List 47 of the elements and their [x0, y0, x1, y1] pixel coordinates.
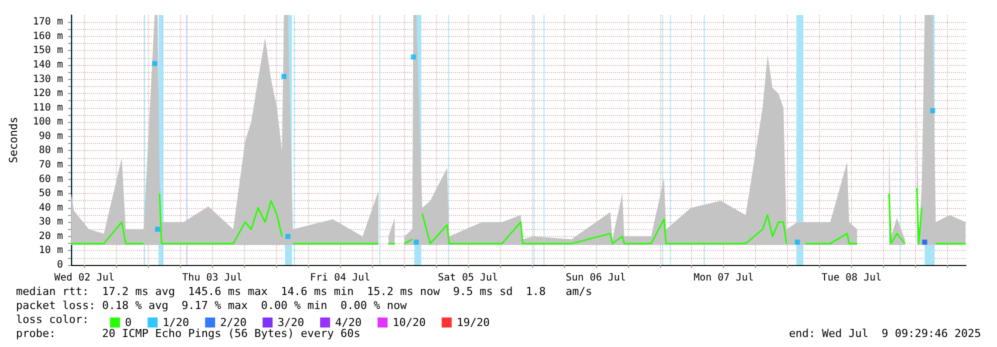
legend-label: 19/20: [456, 316, 490, 329]
x-tick-label: Sat 05 Jul: [438, 272, 498, 284]
point: [930, 108, 936, 114]
legend-label: 10/20: [392, 316, 426, 329]
point: [152, 61, 158, 66]
y-tick-label: 70 m: [38, 160, 63, 170]
x-tick-label: Tue 08 Jul: [821, 272, 882, 284]
y-tick-label: 150 m: [32, 45, 63, 56]
text: median rtt: 17.2 ms avg 145.6 ms max 14.6 ms min 15.2 ms now 9.5 ms sd 1.8 am/s: [16, 285, 592, 298]
y-tick-label: 110 m: [32, 102, 63, 114]
legend-label: 4/20: [335, 316, 362, 329]
text: end: Wed Jul 9 09:29:46 2025: [788, 327, 981, 340]
legend-title: loss color:: [16, 313, 89, 326]
text: packet loss: 0.18 % avg 9.17 % max 0.00 % min 0.00 % now: [16, 299, 407, 312]
point: [281, 74, 286, 79]
legend-label: 3/20: [278, 316, 304, 329]
x-tick-label: Wed 02 Jul: [54, 272, 115, 284]
y-tick-label: 120 m: [32, 88, 63, 100]
y-tick-label: 0: [56, 260, 63, 270]
x-tick-label: Thu 03 Jul: [182, 272, 242, 284]
point: [155, 226, 160, 232]
point: [922, 240, 928, 245]
x-tick-label: Fri 04 Jul: [310, 272, 370, 284]
legend-label: 1/20: [162, 316, 190, 329]
y-tick-label: 90 m: [38, 130, 63, 142]
point: [410, 54, 416, 60]
y-tick-label: 170 m: [32, 16, 63, 28]
legend-label: 2/20: [220, 316, 247, 329]
y-tick-label: 10 m: [38, 245, 63, 256]
y-axis-title: Seconds: [7, 116, 20, 164]
point: [414, 240, 419, 245]
y-tick-label: 100 m: [32, 116, 63, 128]
y-tick-label: 160 m: [32, 30, 63, 42]
text: probe: 20 ICMP Echo Pings (56 Bytes) every 60s: [16, 327, 360, 340]
legend-label: 0: [125, 316, 132, 329]
point: [794, 240, 800, 245]
y-tick-label: 40 m: [38, 202, 63, 214]
y-tick-label: 30 m: [38, 216, 63, 228]
y-tick-label: 50 m: [38, 188, 63, 200]
x-tick-label: Mon 07 Jul: [694, 272, 754, 284]
point: [285, 234, 290, 239]
y-tick-label: 140 m: [32, 60, 63, 70]
y-tick-label: 20 m: [38, 230, 63, 242]
x-tick-label: Sun 06 Jul: [566, 272, 626, 284]
y-tick-label: 80 m: [38, 145, 63, 156]
y-tick-label: 130 m: [32, 74, 63, 85]
y-tick-label: 60 m: [38, 174, 63, 185]
